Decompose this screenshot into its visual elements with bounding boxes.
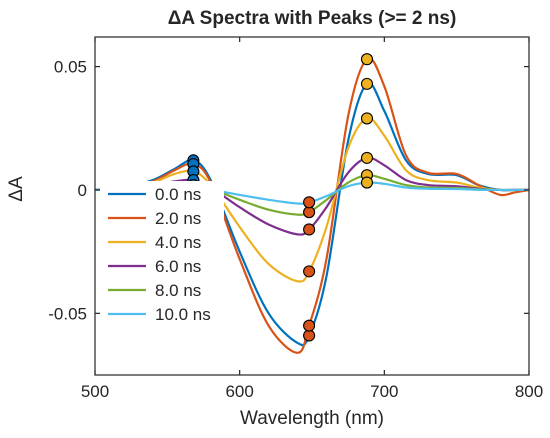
legend-label: 6.0 ns	[155, 257, 201, 276]
x-tick-label: 600	[225, 382, 253, 401]
legend-box	[100, 181, 224, 331]
x-tick-label: 500	[81, 382, 109, 401]
peak-marker	[303, 223, 316, 236]
peak-marker	[360, 151, 374, 164]
y-axis-label: ΔA	[6, 176, 27, 202]
x-tick-label: 700	[370, 382, 398, 401]
peak-marker	[360, 112, 374, 125]
chart-title: ΔA Spectra with Peaks (>= 2 ns)	[168, 8, 457, 29]
axes-box	[94, 36, 530, 376]
peak-marker	[360, 53, 374, 66]
x-tick-label: 800	[515, 382, 543, 401]
peak-marker	[303, 319, 316, 332]
peak-marker	[360, 176, 374, 189]
peak-marker	[303, 196, 316, 209]
legend: 0.0 ns 2.0 ns 4.0 ns 6.0 ns 8.0 ns 10.0 ns	[100, 181, 224, 331]
legend-label: 2.0 ns	[155, 209, 201, 228]
y-tick-label: 0.05	[54, 58, 87, 77]
legend-label: 4.0 ns	[155, 233, 201, 252]
x-axis-label: Wavelength (nm)	[240, 408, 384, 429]
peak-marker	[303, 265, 316, 278]
legend-label: 8.0 ns	[155, 281, 201, 300]
series-line-2	[95, 117, 529, 283]
series-line-1	[95, 57, 529, 354]
axes: 500 600 700 800 -0.05 0 0.05	[48, 36, 543, 401]
y-tick-label: 0	[78, 181, 87, 200]
peak-marker	[360, 77, 374, 90]
legend-label: 10.0 ns	[155, 305, 211, 324]
y-tick-label: -0.05	[48, 304, 87, 323]
legend-label: 0.0 ns	[155, 185, 201, 204]
